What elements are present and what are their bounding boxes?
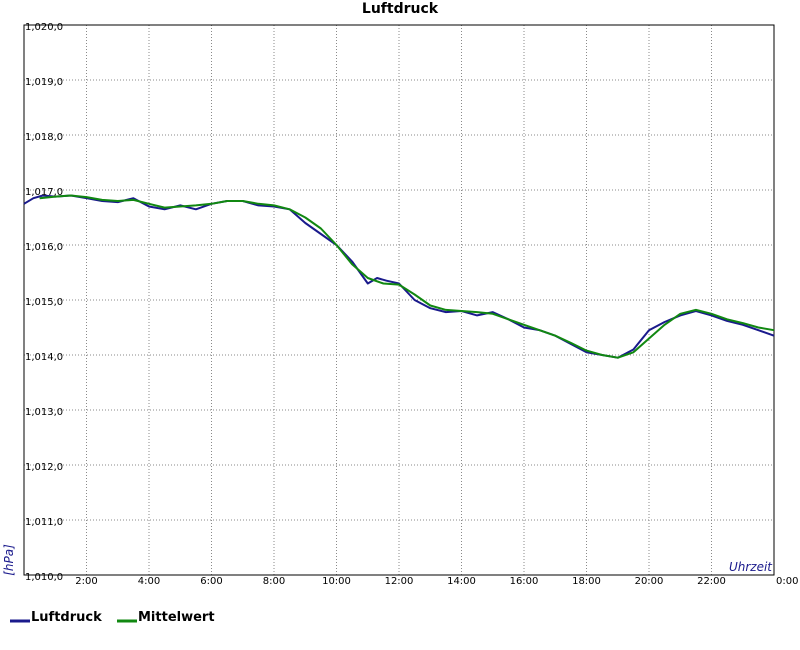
x-tick-label: 12:00 [385, 576, 414, 587]
series-layer [23, 194, 775, 359]
y-tick-label: 1,016,0 [25, 242, 63, 253]
x-axis-label: Uhrzeit [729, 560, 773, 574]
y-tick-label: 1,015,0 [25, 297, 63, 308]
y-tick-label: 1,012,0 [25, 462, 63, 473]
plot-frame [23, 24, 775, 576]
y-tick-labels: 1,010,0 1,011,0 1,012,0 1,013,0 1,014,0 1,015… [25, 22, 63, 583]
x-tick-label: 4:00 [138, 576, 160, 587]
legend-label: Luftdruck [31, 610, 102, 625]
y-tick-label: 1,017,0 [25, 187, 63, 198]
x-tick-label: 18:00 [572, 576, 601, 587]
x-tick-label: 14:00 [447, 576, 476, 587]
x-tick-label: 22:00 [697, 576, 726, 587]
legend: Luftdruck Mittelwert [10, 610, 215, 625]
x-tick-labels: 2:00 4:00 6:00 8:00 10:00 12:00 14:00 16:00 18:0… [75, 576, 798, 587]
x-tick-label: 10:00 [322, 576, 351, 587]
chart-title: Luftdruck [362, 1, 439, 17]
x-tick-label: 20:00 [635, 576, 664, 587]
y-tick-label: 1,018,0 [25, 132, 63, 143]
series-line-mittelwert [39, 194, 775, 359]
legend-label: Mittelwert [138, 610, 215, 625]
x-tick-label: 0:00 [776, 576, 798, 587]
y-tick-label: 1,011,0 [25, 517, 63, 528]
y-tick-label: 1,010,0 [25, 572, 63, 583]
y-tick-label: 1,013,0 [25, 407, 63, 418]
x-tick-label: 16:00 [510, 576, 539, 587]
y-axis-label: [hPa] [2, 544, 16, 576]
x-tick-label: 2:00 [75, 576, 97, 587]
grid [24, 25, 774, 575]
x-tick-label: 8:00 [263, 576, 285, 587]
y-tick-label: 1,020,0 [25, 22, 63, 33]
series-line-luftdruck [23, 194, 775, 359]
x-tick-label: 6:00 [200, 576, 222, 587]
y-tick-label: 1,014,0 [25, 352, 63, 363]
y-tick-label: 1,019,0 [25, 77, 63, 88]
